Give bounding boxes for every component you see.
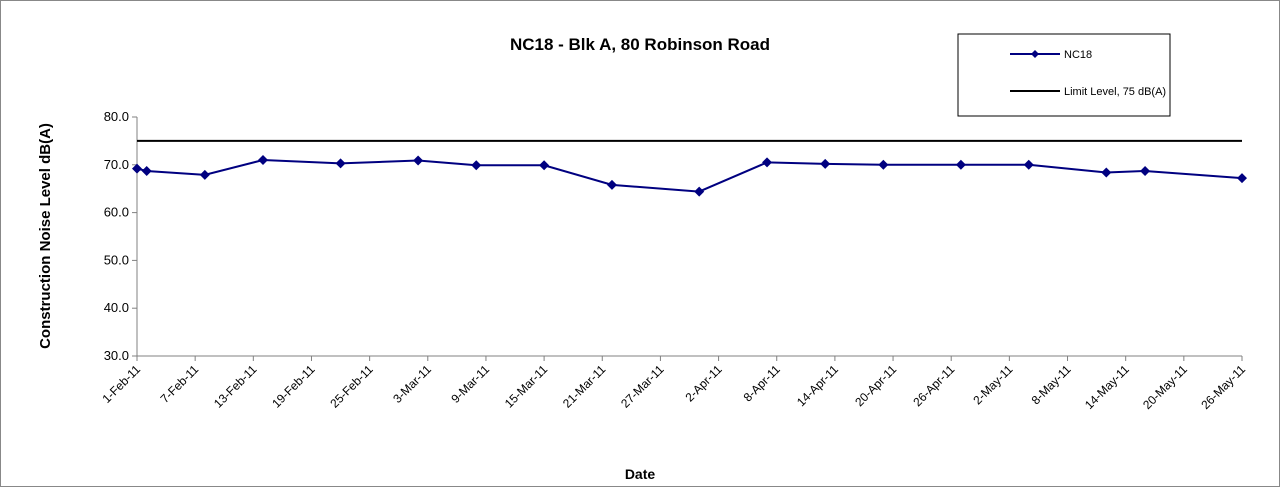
chart-title: NC18 - Blk A, 80 Robinson Road bbox=[510, 35, 770, 54]
data-point bbox=[1101, 167, 1112, 178]
y-tick-label: 40.0 bbox=[104, 300, 129, 315]
data-point bbox=[1237, 173, 1247, 184]
data-point bbox=[471, 160, 482, 171]
x-axis-label: Date bbox=[625, 466, 656, 482]
data-point bbox=[606, 179, 617, 190]
data-point bbox=[955, 159, 966, 170]
legend-marker bbox=[1031, 50, 1039, 58]
data-point bbox=[141, 166, 152, 177]
y-axis-label: Construction Noise Level dB(A) bbox=[37, 123, 54, 349]
legend-box bbox=[957, 33, 1171, 117]
y-tick-label: 30.0 bbox=[104, 348, 129, 363]
data-point bbox=[335, 158, 346, 169]
legend-label: NC18 bbox=[1064, 49, 1092, 61]
data-point bbox=[820, 158, 831, 169]
legend-label: Limit Level, 75 dB(A) bbox=[1064, 86, 1166, 98]
data-point bbox=[413, 155, 424, 166]
data-point bbox=[1140, 166, 1151, 177]
data-point bbox=[132, 163, 142, 174]
y-tick-label: 80.0 bbox=[104, 109, 129, 124]
data-point bbox=[199, 169, 210, 180]
data-point bbox=[762, 157, 773, 168]
data-point bbox=[539, 160, 550, 171]
data-point bbox=[1023, 159, 1034, 170]
y-tick-label: 50.0 bbox=[104, 252, 129, 267]
data-point bbox=[258, 155, 269, 166]
data-point bbox=[878, 159, 889, 170]
data-point bbox=[694, 186, 705, 197]
y-tick-label: 60.0 bbox=[104, 205, 129, 220]
y-tick-label: 70.0 bbox=[104, 157, 129, 172]
series-line bbox=[136, 159, 1243, 193]
